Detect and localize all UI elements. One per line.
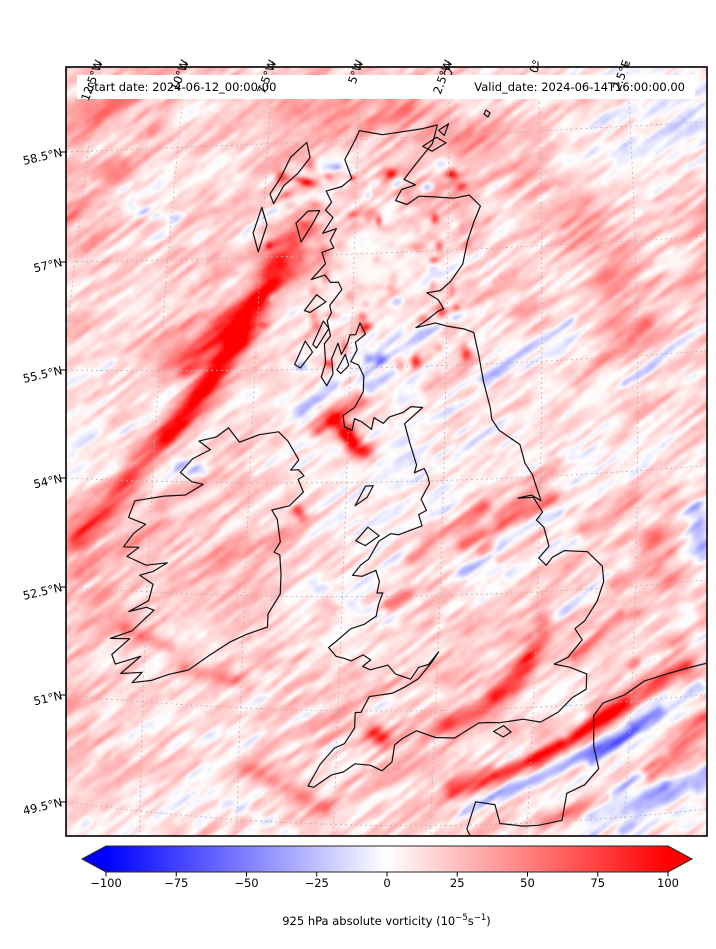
lat-tick-label: 51°N bbox=[32, 688, 64, 709]
colorbar bbox=[80, 845, 694, 877]
start-date-label: Start date: 2024-06-12_00:00:00 bbox=[87, 80, 277, 94]
caption-exponent: −5 bbox=[455, 913, 468, 923]
colorbar-caption: 925 hPa absolute vorticity (10−5s−1) bbox=[66, 913, 707, 928]
colorbar-tick-label: 50 bbox=[520, 876, 535, 890]
colorbar-tick-label: −100 bbox=[90, 876, 122, 890]
lat-tick-label: 57°N bbox=[32, 255, 64, 276]
colorbar-tick-label: −75 bbox=[164, 876, 189, 890]
colorbar-tick-label: 0 bbox=[383, 876, 391, 890]
caption-unit: s bbox=[467, 913, 474, 928]
colorbar-right-arrow bbox=[668, 846, 692, 872]
lat-tick-label: 55.5°N bbox=[21, 363, 64, 386]
colorbar-left-arrow bbox=[82, 846, 106, 872]
colorbar-tick-label: −25 bbox=[304, 876, 329, 890]
lat-tick-label: 54°N bbox=[32, 471, 64, 492]
valid-date-label: Valid_date: 2024-06-14T16:00:00.00 bbox=[474, 80, 685, 94]
caption-text: 925 hPa absolute vorticity (10 bbox=[282, 913, 456, 928]
caption-close: ) bbox=[486, 913, 491, 928]
colorbar-gradient bbox=[106, 846, 668, 872]
caption-exponent-2: −1 bbox=[473, 913, 487, 923]
lat-tick-label: 58.5°N bbox=[21, 145, 64, 168]
vorticity-field-canvas bbox=[66, 67, 707, 836]
lat-tick-label: 49.5°N bbox=[21, 795, 64, 818]
colorbar-outline bbox=[80, 845, 694, 873]
colorbar-tick-label: 75 bbox=[590, 876, 606, 890]
colorbar-tick-label: 25 bbox=[449, 876, 465, 890]
colorbar-tick-label: −50 bbox=[234, 876, 259, 890]
lat-tick-label: 52.5°N bbox=[21, 580, 64, 603]
colorbar-tick-label: 100 bbox=[657, 876, 679, 890]
title-bar: Start date: 2024-06-12_00:00:00 Valid_da… bbox=[77, 75, 695, 99]
